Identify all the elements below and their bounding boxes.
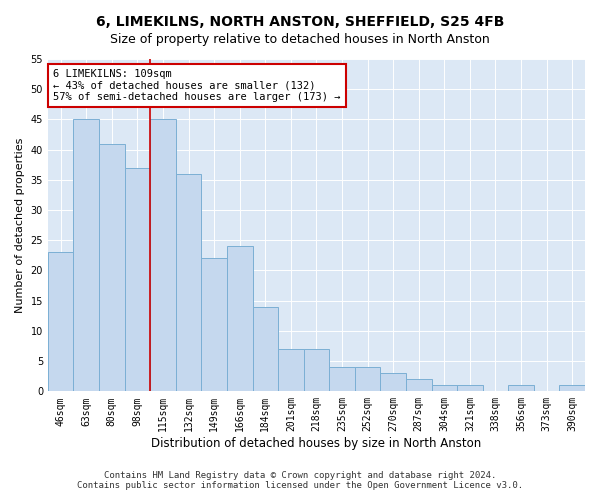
X-axis label: Distribution of detached houses by size in North Anston: Distribution of detached houses by size … xyxy=(151,437,482,450)
Bar xyxy=(227,246,253,392)
Text: Size of property relative to detached houses in North Anston: Size of property relative to detached ho… xyxy=(110,32,490,46)
Bar xyxy=(559,386,585,392)
Bar xyxy=(150,120,176,392)
Bar xyxy=(457,386,482,392)
Bar xyxy=(48,252,73,392)
Y-axis label: Number of detached properties: Number of detached properties xyxy=(15,138,25,313)
Bar xyxy=(406,379,431,392)
Bar xyxy=(99,144,125,392)
Text: 6 LIMEKILNS: 109sqm
← 43% of detached houses are smaller (132)
57% of semi-detac: 6 LIMEKILNS: 109sqm ← 43% of detached ho… xyxy=(53,69,341,102)
Bar xyxy=(253,306,278,392)
Text: 6, LIMEKILNS, NORTH ANSTON, SHEFFIELD, S25 4FB: 6, LIMEKILNS, NORTH ANSTON, SHEFFIELD, S… xyxy=(96,15,504,29)
Bar xyxy=(329,367,355,392)
Bar xyxy=(202,258,227,392)
Bar xyxy=(73,120,99,392)
Bar xyxy=(355,367,380,392)
Text: Contains HM Land Registry data © Crown copyright and database right 2024.
Contai: Contains HM Land Registry data © Crown c… xyxy=(77,470,523,490)
Bar xyxy=(278,349,304,392)
Bar xyxy=(431,386,457,392)
Bar xyxy=(380,373,406,392)
Bar xyxy=(176,174,202,392)
Bar xyxy=(508,386,534,392)
Bar xyxy=(304,349,329,392)
Bar xyxy=(125,168,150,392)
